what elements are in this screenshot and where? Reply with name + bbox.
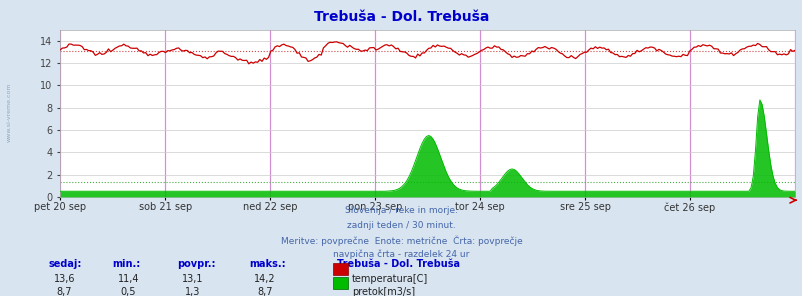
Text: 8,7: 8,7 (56, 287, 72, 296)
Text: Trebuša - Dol. Trebuša: Trebuša - Dol. Trebuša (337, 259, 460, 269)
Text: 13,6: 13,6 (54, 274, 75, 284)
Text: 11,4: 11,4 (118, 274, 139, 284)
Text: 13,1: 13,1 (182, 274, 203, 284)
Text: temperatura[C]: temperatura[C] (351, 274, 427, 284)
Text: navpična črta - razdelek 24 ur: navpična črta - razdelek 24 ur (333, 249, 469, 259)
Text: 0,5: 0,5 (120, 287, 136, 296)
Text: 8,7: 8,7 (257, 287, 273, 296)
Text: zadnji teden / 30 minut.: zadnji teden / 30 minut. (346, 221, 456, 229)
Text: min.:: min.: (112, 259, 140, 269)
Text: maks.:: maks.: (249, 259, 286, 269)
Text: www.si-vreme.com: www.si-vreme.com (6, 83, 11, 142)
Text: Meritve: povprečne  Enote: metrične  Črta: povprečje: Meritve: povprečne Enote: metrične Črta:… (280, 235, 522, 246)
Text: Trebuša - Dol. Trebuša: Trebuša - Dol. Trebuša (314, 10, 488, 24)
Text: povpr.:: povpr.: (176, 259, 215, 269)
Text: sedaj:: sedaj: (48, 259, 82, 269)
Text: pretok[m3/s]: pretok[m3/s] (351, 287, 415, 296)
Text: 14,2: 14,2 (254, 274, 275, 284)
Text: Slovenija / reke in morje.: Slovenija / reke in morje. (345, 206, 457, 215)
Text: 1,3: 1,3 (184, 287, 200, 296)
